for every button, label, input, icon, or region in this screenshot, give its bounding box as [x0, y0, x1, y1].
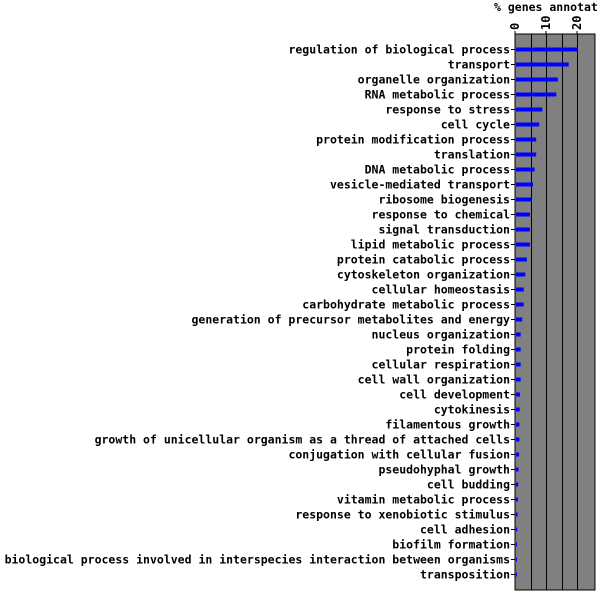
bar	[516, 242, 530, 247]
tick-label: 10	[539, 16, 553, 30]
category-label: pseudohyphal growth	[378, 463, 510, 477]
category-label: translation	[434, 148, 510, 162]
category-label: biological process involved in interspec…	[5, 553, 510, 567]
x-axis: 0 10 20	[508, 16, 584, 34]
category-label: lipid metabolic process	[351, 238, 510, 252]
category-label: protein modification process	[316, 133, 510, 147]
bar	[516, 512, 518, 517]
bar	[516, 407, 520, 412]
category-label: growth of unicellular organism as a thre…	[95, 433, 510, 447]
category-label: response to xenobiotic stimulus	[295, 508, 510, 522]
category-label: nucleus organization	[372, 328, 511, 342]
bar	[516, 557, 517, 562]
category-label: filamentous growth	[385, 418, 510, 432]
category-label: cell cycle	[441, 118, 510, 132]
category-label: protein catabolic process	[337, 253, 510, 267]
bar	[516, 377, 521, 382]
bar	[516, 362, 521, 367]
bar	[516, 347, 521, 352]
category-label: biofilm formation	[392, 538, 510, 552]
bar	[516, 77, 558, 82]
category-label: transposition	[420, 568, 510, 582]
bar	[516, 167, 535, 172]
bar	[516, 317, 523, 322]
category-label: RNA metabolic process	[365, 88, 510, 102]
category-label: carbohydrate metabolic process	[302, 298, 510, 312]
category-label: transport	[448, 58, 510, 72]
category-label: ribosome biogenesis	[378, 193, 510, 207]
category-label: regulation of biological process	[288, 43, 510, 57]
bar	[516, 482, 519, 487]
bar	[516, 302, 524, 307]
category-label: cytoskeleton organization	[337, 268, 510, 282]
plot-background	[514, 33, 596, 591]
bar	[516, 527, 518, 532]
plot-area	[511, 33, 596, 591]
category-label: response to chemical	[372, 208, 511, 222]
category-label: cell adhesion	[420, 523, 510, 537]
bar	[516, 332, 521, 337]
category-label: cellular respiration	[372, 358, 511, 372]
bar	[516, 182, 534, 187]
bar	[516, 392, 521, 397]
category-label: DNA metabolic process	[365, 163, 510, 177]
category-label: organelle organization	[358, 73, 510, 87]
bar	[516, 467, 519, 472]
category-label: signal transduction	[378, 223, 510, 237]
bar	[516, 122, 540, 127]
bar	[516, 197, 532, 202]
bar	[516, 92, 557, 97]
category-label: response to stress	[385, 103, 510, 117]
bar	[516, 257, 527, 262]
category-labels: regulation of biological processtranspor…	[5, 43, 510, 582]
bar	[516, 62, 569, 67]
category-label: conjugation with cellular fusion	[288, 448, 510, 462]
bar	[516, 212, 530, 217]
x-axis-title: % genes annotat	[494, 0, 598, 14]
category-label: cellular homeostasis	[372, 283, 510, 297]
category-label: protein folding	[406, 343, 510, 357]
category-label: cell budding	[427, 478, 510, 492]
tick-label: 0	[508, 23, 522, 30]
bar	[516, 497, 518, 502]
bar	[516, 572, 517, 577]
bar	[516, 542, 517, 547]
bar	[516, 137, 537, 142]
bar	[516, 152, 537, 157]
bar	[516, 452, 520, 457]
category-label: generation of precursor metabolites and …	[192, 313, 511, 327]
bar	[516, 287, 524, 292]
bar	[516, 47, 578, 52]
category-label: cell development	[399, 388, 510, 402]
tick-label: 20	[570, 16, 584, 30]
bar	[516, 107, 543, 112]
category-label: vesicle-mediated transport	[330, 178, 510, 192]
bar	[516, 227, 530, 232]
bar	[516, 272, 526, 277]
category-label: vitamin metabolic process	[337, 493, 510, 507]
bar	[516, 422, 520, 427]
category-label: cytokinesis	[434, 403, 510, 417]
bar	[516, 437, 520, 442]
category-label: cell wall organization	[358, 373, 510, 387]
